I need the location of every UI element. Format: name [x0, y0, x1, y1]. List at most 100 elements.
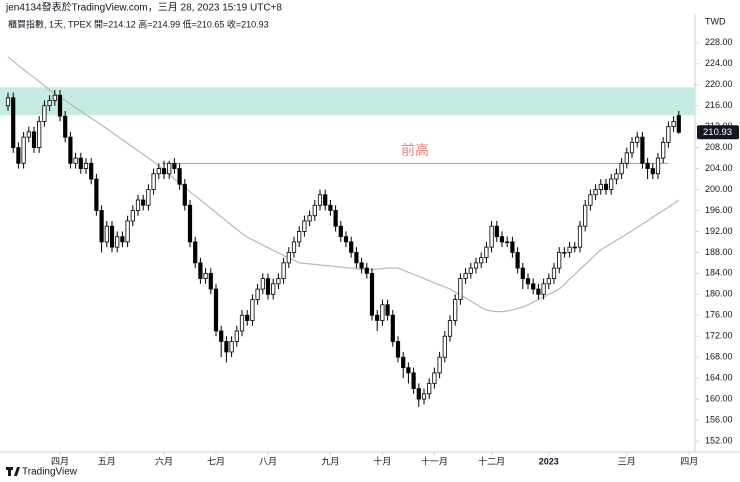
last-price-box — [697, 125, 739, 140]
candle-body — [661, 141, 666, 159]
candle-body — [577, 225, 583, 248]
x-tick-label: 七月 — [207, 456, 225, 466]
candle-body — [655, 157, 661, 175]
candle-body — [245, 314, 250, 321]
candle-body — [52, 94, 57, 101]
candle-body — [567, 246, 572, 253]
candle-body — [11, 97, 16, 149]
candle-body — [187, 204, 193, 243]
candle-body — [390, 314, 395, 342]
logo-mark — [6, 467, 20, 476]
candle-body — [141, 199, 146, 206]
candle-body — [411, 372, 416, 390]
candle-body — [338, 225, 343, 238]
x-tick-label: 九月 — [321, 456, 339, 466]
y-tick-label: 196.00 — [705, 205, 733, 215]
candle-body — [468, 267, 473, 274]
candle-body — [26, 131, 31, 138]
candle-body — [271, 283, 276, 295]
candle-body — [328, 204, 333, 211]
candle-body — [260, 278, 265, 290]
candle-body — [583, 204, 588, 227]
candle-body — [47, 100, 52, 107]
candle-body — [531, 283, 536, 290]
candle-body — [406, 367, 411, 374]
x-tick-label: 六月 — [155, 455, 173, 466]
candle-body — [489, 225, 494, 248]
candle-body — [63, 115, 68, 138]
candle-body — [130, 210, 135, 222]
candle-body — [265, 278, 271, 295]
subtitle: 櫃買指數, 1天, TPEX 開=214.12 高=214.99 低=210.6… — [8, 18, 269, 29]
candle-body — [624, 152, 629, 164]
y-tick-label: 184.00 — [705, 268, 733, 278]
candle-body — [109, 225, 115, 248]
candle-body — [323, 194, 328, 206]
y-tick-label: 192.00 — [705, 226, 733, 236]
candle-body — [505, 241, 510, 244]
moving-average — [7, 56, 680, 313]
candle-body — [515, 251, 520, 269]
candle-body — [31, 131, 37, 149]
y-tick-label: 188.00 — [705, 247, 733, 257]
candle-body — [650, 168, 655, 175]
candle-body — [250, 299, 255, 321]
candle-body — [167, 162, 172, 175]
candle-body — [546, 278, 551, 285]
x-tick-label: 五月 — [98, 456, 116, 466]
candle-body — [219, 330, 224, 342]
x-tick-label: 2023 — [539, 456, 559, 466]
candle-body — [380, 304, 385, 321]
candle-body — [224, 341, 229, 353]
candle-body — [297, 231, 302, 243]
candle-body — [510, 241, 515, 253]
candle-body — [307, 215, 312, 222]
candle-body — [375, 314, 380, 321]
candle-body — [499, 236, 505, 243]
candle-body — [135, 199, 141, 211]
candle-body — [473, 262, 479, 269]
candle-body — [364, 267, 369, 274]
candle-body — [5, 97, 11, 107]
candle-body — [177, 168, 182, 185]
y-tick-label: 156.00 — [705, 414, 733, 424]
candle-body — [151, 173, 156, 190]
candle-body — [276, 278, 281, 285]
x-tick-label: 三月 — [618, 456, 636, 466]
candle-body — [437, 356, 442, 374]
y-tick-label: 152.00 — [705, 435, 733, 445]
candle-body — [161, 168, 167, 175]
candle-body — [89, 162, 94, 180]
candle-body — [239, 314, 245, 332]
y-tick-label: 228.00 — [705, 37, 733, 47]
candle-body — [37, 121, 42, 149]
candle-body — [198, 262, 203, 279]
currency: TWD — [705, 16, 726, 26]
candle-body — [479, 257, 484, 264]
candle-body — [385, 304, 390, 316]
y-tick-label: 180.00 — [705, 289, 733, 299]
candle-body — [609, 178, 614, 190]
y-tick-label: 220.00 — [705, 79, 733, 89]
candle-body — [494, 225, 499, 238]
candle-body — [603, 183, 609, 190]
candle-body — [572, 246, 577, 249]
candle-body — [193, 241, 198, 264]
y-tick-label: 164.00 — [705, 373, 733, 383]
header: jen4134發表於TradingView.com，三月 28, 2023 15… — [5, 1, 282, 14]
candle-body — [302, 220, 307, 232]
candle-body — [676, 115, 681, 133]
x-tick-label: 四月 — [51, 456, 69, 466]
candle-body — [598, 183, 603, 190]
candle-body — [213, 288, 219, 332]
candle-body — [520, 267, 525, 279]
candle-body — [541, 283, 546, 295]
candle-body — [593, 189, 598, 196]
last-price-label: 210.93 — [703, 127, 732, 138]
candle-body — [120, 236, 125, 243]
candle-body — [21, 136, 26, 164]
candle-body — [395, 341, 401, 358]
candle-body — [312, 204, 317, 217]
y-tick-label: 176.00 — [705, 310, 733, 320]
